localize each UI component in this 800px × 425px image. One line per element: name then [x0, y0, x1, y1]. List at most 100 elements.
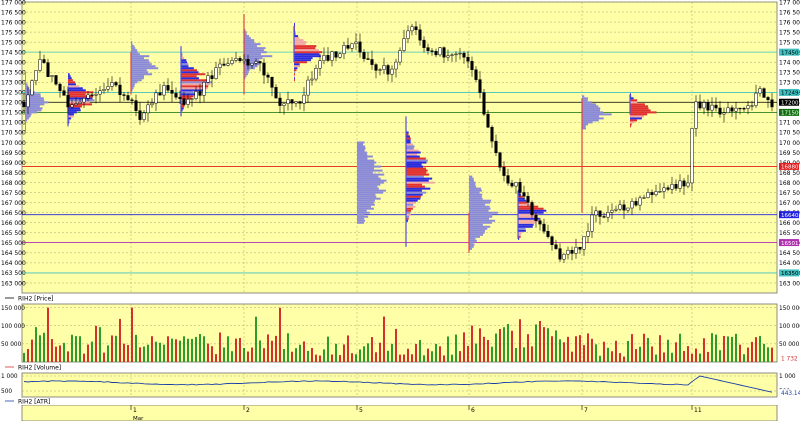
candle-body [626, 207, 630, 211]
volume-profile-bar [406, 207, 413, 210]
price-tick-label-right: 168 500 [779, 170, 800, 177]
price-tick-label-left: 168 500 [1, 170, 26, 177]
volume-profile-bar [406, 169, 428, 172]
volume-profile-bar [244, 51, 267, 54]
volume-profile-bar [469, 201, 491, 204]
price-level-label: 171500 [781, 111, 800, 117]
volume-bar [691, 353, 693, 362]
volume-bar [499, 329, 501, 362]
volume-bar [63, 342, 65, 362]
candle-body [390, 68, 394, 75]
candle-body [278, 97, 282, 106]
volume-bar [251, 347, 253, 362]
volume-bar [127, 345, 129, 362]
volume-bar [647, 337, 649, 362]
volume-profile-bar [357, 191, 384, 194]
candle-body [150, 102, 154, 106]
time-month-label: Mar [133, 416, 144, 421]
volume-bar [771, 347, 773, 362]
candle-body [130, 99, 134, 101]
volume-bar [559, 339, 561, 362]
candle-body [74, 103, 78, 106]
volume-bar [451, 354, 453, 362]
volume-bar [287, 333, 289, 362]
atr-last-value: 443.140 [781, 391, 800, 397]
volume-profile-bar [131, 49, 138, 52]
price-tick-label-right: 163 000 [779, 280, 800, 287]
price-tick-label-right: 169 500 [779, 150, 800, 157]
volume-profile-bar [469, 207, 491, 210]
price-tick-label-left: 167 000 [1, 200, 26, 207]
volume-bar [611, 351, 613, 362]
candle-body [378, 69, 382, 71]
volume-profile-bar [406, 141, 411, 144]
volume-profile-bar [25, 105, 40, 108]
volume-profile-bar [469, 227, 488, 230]
candle-body [658, 191, 662, 193]
volume-profile-bar [630, 103, 645, 106]
volume-profile-bar [406, 133, 409, 136]
volume-bar [687, 346, 689, 362]
volume-bar [751, 341, 753, 362]
volume-profile-bar [68, 113, 74, 116]
volume-profile-bar [518, 235, 521, 238]
candle-body [598, 210, 602, 217]
volume-profile-bar [469, 233, 484, 236]
volume-profile-bar [630, 113, 648, 116]
atr-tick-label-right: 1 000 [779, 374, 796, 380]
volume-profile-bar [357, 165, 381, 168]
volume-tick-label-left: 150 000 [1, 306, 25, 312]
price-tick-label-left: 171 500 [1, 110, 26, 117]
volume-profile-bar [181, 81, 212, 84]
volume-profile-bar [181, 107, 184, 110]
time-tick-label: 5 [359, 407, 363, 414]
candle-body [674, 184, 678, 189]
volume-bar [291, 351, 293, 362]
volume-profile-bar [244, 41, 255, 44]
candle-body [122, 94, 126, 96]
volume-bar [667, 339, 669, 362]
price-level-tag [779, 48, 799, 56]
candle-body [590, 214, 594, 232]
volume-bar [71, 334, 73, 362]
price-tick-label-left: 173 000 [1, 80, 26, 87]
volume-bar [279, 307, 281, 362]
candle-body [550, 236, 554, 245]
price-tick-label-left: 164 500 [1, 250, 26, 257]
volume-profile-bar [357, 209, 367, 212]
candle-body [538, 220, 542, 225]
volume-profile-bar [469, 209, 489, 212]
candle-body [70, 104, 74, 108]
volume-bar [723, 335, 725, 362]
volume-bar [459, 351, 461, 362]
candle-body [94, 93, 98, 96]
volume-profile-bar [68, 85, 80, 88]
price-level-label: 168807 [781, 165, 800, 171]
candle-body [750, 105, 754, 107]
volume-profile-bar [181, 87, 208, 90]
candle-body [614, 208, 618, 211]
volume-bar [699, 353, 701, 362]
volume-profile-bar [131, 81, 138, 84]
volume-profile-bar [68, 99, 95, 102]
volume-profile-bar [244, 53, 261, 56]
volume-bar [607, 347, 609, 362]
atr-last-tag [779, 389, 799, 397]
volume-bar [215, 354, 217, 362]
price-tick-label-right: 167 500 [779, 190, 800, 197]
price-tick-label-left: 171 000 [1, 120, 26, 127]
volume-profile-bar [406, 201, 416, 204]
candle-body [34, 70, 38, 81]
volume-profile-bar [406, 171, 427, 174]
price-tick-label-right: 164 000 [779, 260, 800, 267]
price-tick-label-left: 176 500 [1, 9, 26, 16]
volume-profile-bar [68, 115, 74, 118]
volume-bar [235, 338, 237, 362]
candle-body [482, 92, 486, 115]
volume-profile-bar [181, 105, 185, 108]
time-tick-label: 11 [694, 407, 702, 414]
volume-profile-bar [68, 77, 72, 80]
candle-body [734, 107, 738, 112]
volume-profile-bar [630, 121, 634, 124]
